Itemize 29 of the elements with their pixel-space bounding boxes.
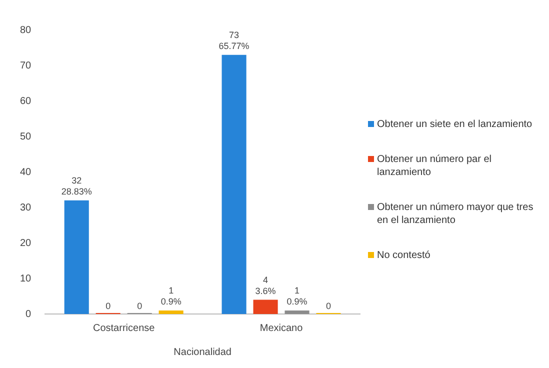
y-tick-label: 0: [26, 308, 32, 320]
bar: [64, 200, 89, 314]
bar: [158, 310, 184, 314]
legend-label: Obtener un número mayor que tres en el lanzamiento: [377, 201, 534, 227]
x-axis-title: Nacionalidad: [174, 346, 232, 358]
data-label: 1 0.9%: [160, 285, 182, 306]
legend-label: No contestó: [377, 249, 430, 262]
bar: [222, 54, 246, 314]
y-tick-label: 10: [20, 273, 32, 284]
y-tick-label: 30: [20, 202, 32, 214]
data-label: 73 65.77%: [218, 30, 250, 51]
y-tick-label: 60: [20, 96, 32, 107]
data-label: 0: [106, 300, 111, 311]
y-tick-label: 20: [20, 238, 32, 249]
y-tick-label: 80: [20, 24, 32, 36]
data-label: 0: [326, 300, 332, 311]
data-label: 1 0.9%: [286, 285, 308, 306]
bar: [284, 310, 310, 314]
y-tick-label: 50: [20, 131, 32, 142]
bar: [253, 300, 278, 314]
x-tick-label: Mexicano: [260, 322, 304, 334]
data-label: 4 3.6%: [255, 274, 276, 296]
y-tick-label: 70: [20, 60, 32, 72]
data-label: 0: [137, 300, 142, 311]
data-label: 32 28.83%: [61, 175, 92, 196]
legend-label: Obtener un número par el lanzamiento: [377, 153, 493, 179]
legend-label: Obtener un siete en el lanzamiento: [377, 118, 532, 131]
y-tick-label: 40: [20, 166, 32, 178]
x-tick-label: Costarricense: [92, 322, 156, 334]
